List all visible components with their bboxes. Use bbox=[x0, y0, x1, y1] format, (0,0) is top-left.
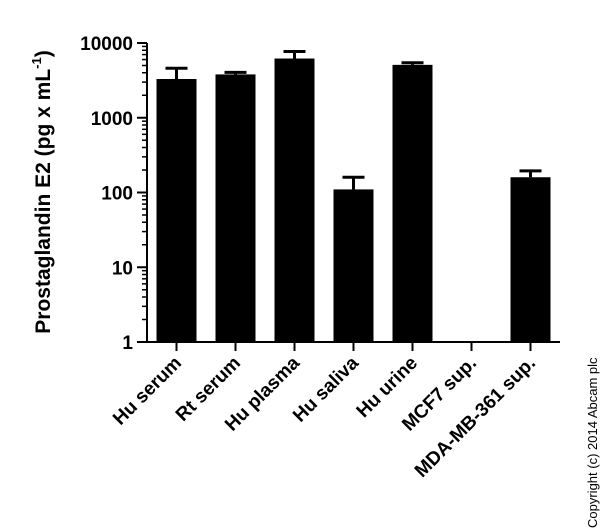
y-tick-label: 10000 bbox=[80, 34, 133, 55]
copyright-notice: Copyright (c) 2014 Abcam plc bbox=[585, 357, 600, 528]
bar bbox=[392, 64, 433, 342]
y-axis-title-exponent: -1 bbox=[29, 57, 44, 69]
x-tick-label: Hu serum bbox=[109, 353, 186, 430]
y-tick-label: 1000 bbox=[91, 109, 133, 130]
bar bbox=[215, 74, 256, 342]
x-tick-label: Hu saliva bbox=[289, 352, 363, 426]
bars bbox=[156, 49, 551, 342]
bar bbox=[333, 189, 374, 342]
bar bbox=[274, 58, 315, 342]
bar bbox=[510, 177, 551, 342]
y-tick-label: 10 bbox=[112, 258, 133, 279]
axes bbox=[137, 42, 560, 351]
bar bbox=[156, 78, 197, 342]
y-axis-title-close: ) bbox=[32, 50, 55, 57]
y-tick-label: 100 bbox=[101, 184, 133, 205]
y-axis-title: Prostaglandin E2 (pg x mL-1) bbox=[29, 50, 55, 333]
y-tick-label: 1 bbox=[122, 333, 133, 354]
